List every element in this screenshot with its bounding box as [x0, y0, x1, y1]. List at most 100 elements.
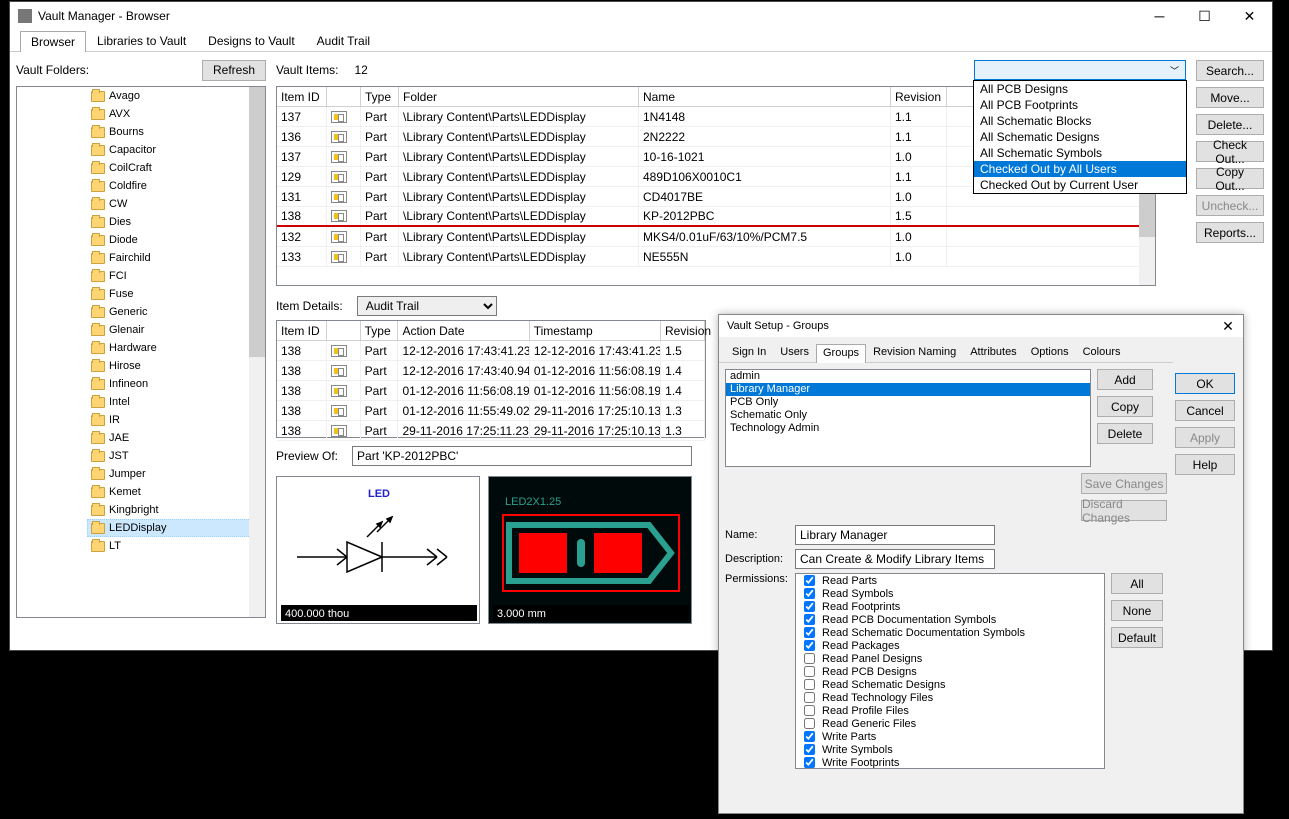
uncheck-button[interactable]: Uncheck...: [1196, 195, 1264, 216]
permission-item[interactable]: Read Parts: [796, 574, 1104, 587]
tree-scrollbar[interactable]: [249, 87, 265, 617]
filter-option[interactable]: All PCB Designs: [974, 81, 1186, 97]
permission-checkbox[interactable]: [804, 757, 815, 768]
folder-ir[interactable]: IR: [87, 411, 265, 429]
permission-item[interactable]: Read PCB Documentation Symbols: [796, 613, 1104, 626]
details-col-4[interactable]: Timestamp: [530, 321, 661, 340]
refresh-button[interactable]: Refresh: [202, 60, 266, 81]
details-col-0[interactable]: Item ID: [277, 321, 327, 340]
folder-intel[interactable]: Intel: [87, 393, 265, 411]
permission-checkbox[interactable]: [804, 705, 815, 716]
items-col-5[interactable]: Revision: [891, 87, 947, 106]
filter-option[interactable]: Checked Out by Current User: [974, 177, 1186, 193]
close-button[interactable]: ✕: [1227, 2, 1272, 30]
details-select[interactable]: Audit Trail: [357, 296, 497, 316]
folder-kemet[interactable]: Kemet: [87, 483, 265, 501]
permission-checkbox[interactable]: [804, 588, 815, 599]
permission-checkbox[interactable]: [804, 731, 815, 742]
perm-all-button[interactable]: All: [1111, 573, 1163, 594]
main-tab-browser[interactable]: Browser: [20, 31, 86, 52]
permission-item[interactable]: Read Schematic Designs: [796, 678, 1104, 691]
check-out-button[interactable]: Check Out...: [1196, 141, 1264, 162]
permission-checkbox[interactable]: [804, 718, 815, 729]
group-item[interactable]: PCB Only: [726, 396, 1090, 409]
folder-capacitor[interactable]: Capacitor: [87, 141, 265, 159]
filter-option[interactable]: All Schematic Designs: [974, 129, 1186, 145]
folder-lt[interactable]: LT: [87, 537, 265, 555]
dialog-tab-options[interactable]: Options: [1024, 343, 1076, 362]
filter-option[interactable]: All Schematic Symbols: [974, 145, 1186, 161]
item-row[interactable]: 138Part\Library Content\Parts\LEDDisplay…: [277, 207, 1155, 227]
details-col-2[interactable]: Type: [361, 321, 399, 340]
details-row[interactable]: 138Part29-11-2016 17:25:11.23429-11-2016…: [277, 421, 705, 441]
details-col-3[interactable]: Action Date: [398, 321, 529, 340]
filter-dropdown[interactable]: ﹀: [974, 60, 1186, 80]
folder-jumper[interactable]: Jumper: [87, 465, 265, 483]
details-col-5[interactable]: Revision: [661, 321, 705, 340]
folder-diode[interactable]: Diode: [87, 231, 265, 249]
permission-checkbox[interactable]: [804, 640, 815, 651]
permission-item[interactable]: Read Schematic Documentation Symbols: [796, 626, 1104, 639]
filter-option[interactable]: Checked Out by All Users: [974, 161, 1186, 177]
permission-item[interactable]: Read Symbols: [796, 587, 1104, 600]
ok-button[interactable]: OK: [1175, 373, 1235, 394]
apply-button[interactable]: Apply: [1175, 427, 1235, 448]
folder-hirose[interactable]: Hirose: [87, 357, 265, 375]
permission-item[interactable]: Write Footprints: [796, 756, 1104, 769]
folder-fairchild[interactable]: Fairchild: [87, 249, 265, 267]
permission-checkbox[interactable]: [804, 692, 815, 703]
folder-kingbright[interactable]: Kingbright: [87, 501, 265, 519]
maximize-button[interactable]: ☐: [1182, 2, 1227, 30]
filter-option[interactable]: All PCB Footprints: [974, 97, 1186, 113]
folder-generic[interactable]: Generic: [87, 303, 265, 321]
details-grid[interactable]: Item IDTypeAction DateTimestampRevision …: [276, 320, 706, 438]
item-row[interactable]: 132Part\Library Content\Parts\LEDDisplay…: [277, 227, 1155, 247]
groups-list[interactable]: adminLibrary ManagerPCB OnlySchematic On…: [725, 369, 1091, 467]
permission-item[interactable]: Read PCB Designs: [796, 665, 1104, 678]
delete-button[interactable]: Delete...: [1196, 114, 1264, 135]
description-input[interactable]: [795, 549, 995, 569]
folder-fci[interactable]: FCI: [87, 267, 265, 285]
permission-item[interactable]: Read Footprints: [796, 600, 1104, 613]
folder-leddisplay[interactable]: LEDDisplay: [87, 519, 265, 537]
folder-glenair[interactable]: Glenair: [87, 321, 265, 339]
folder-avx[interactable]: AVX: [87, 105, 265, 123]
details-row[interactable]: 138Part01-12-2016 11:56:08.19601-12-2016…: [277, 381, 705, 401]
details-row[interactable]: 138Part12-12-2016 17:43:40.94401-12-2016…: [277, 361, 705, 381]
permission-item[interactable]: Write Parts: [796, 730, 1104, 743]
permissions-list[interactable]: Read PartsRead SymbolsRead FootprintsRea…: [795, 573, 1105, 769]
folder-cw[interactable]: CW: [87, 195, 265, 213]
folder-jst[interactable]: JST: [87, 447, 265, 465]
filter-dropdown-list[interactable]: All PCB DesignsAll PCB FootprintsAll Sch…: [973, 80, 1187, 194]
folder-tree[interactable]: AvagoAVXBournsCapacitorCoilCraftColdfire…: [16, 86, 266, 618]
group-item[interactable]: Schematic Only: [726, 409, 1090, 422]
move-button[interactable]: Move...: [1196, 87, 1264, 108]
folder-bourns[interactable]: Bourns: [87, 123, 265, 141]
items-col-0[interactable]: Item ID: [277, 87, 327, 106]
details-col-1[interactable]: [327, 321, 361, 340]
details-row[interactable]: 138Part12-12-2016 17:43:41.23012-12-2016…: [277, 341, 705, 361]
main-tab-libraries-to-vault[interactable]: Libraries to Vault: [86, 30, 197, 51]
folder-hardware[interactable]: Hardware: [87, 339, 265, 357]
permission-item[interactable]: Read Profile Files: [796, 704, 1104, 717]
permission-checkbox[interactable]: [804, 601, 815, 612]
permission-checkbox[interactable]: [804, 627, 815, 638]
copy-button[interactable]: Copy: [1097, 396, 1153, 417]
dialog-tab-users[interactable]: Users: [773, 343, 816, 362]
items-col-2[interactable]: Type: [361, 87, 399, 106]
items-col-3[interactable]: Folder: [399, 87, 639, 106]
permission-checkbox[interactable]: [804, 653, 815, 664]
permission-checkbox[interactable]: [804, 614, 815, 625]
group-item[interactable]: admin: [726, 370, 1090, 383]
main-tab-audit-trail[interactable]: Audit Trail: [306, 30, 381, 51]
permission-checkbox[interactable]: [804, 666, 815, 677]
copy-out-button[interactable]: Copy Out...: [1196, 168, 1264, 189]
folder-avago[interactable]: Avago: [87, 87, 265, 105]
minimize-button[interactable]: ─: [1137, 2, 1182, 30]
folder-jae[interactable]: JAE: [87, 429, 265, 447]
permission-item[interactable]: Read Technology Files: [796, 691, 1104, 704]
search-button[interactable]: Search...: [1196, 60, 1264, 81]
filter-option[interactable]: All Schematic Blocks: [974, 113, 1186, 129]
permission-checkbox[interactable]: [804, 744, 815, 755]
item-row[interactable]: 133Part\Library Content\Parts\LEDDisplay…: [277, 247, 1155, 267]
